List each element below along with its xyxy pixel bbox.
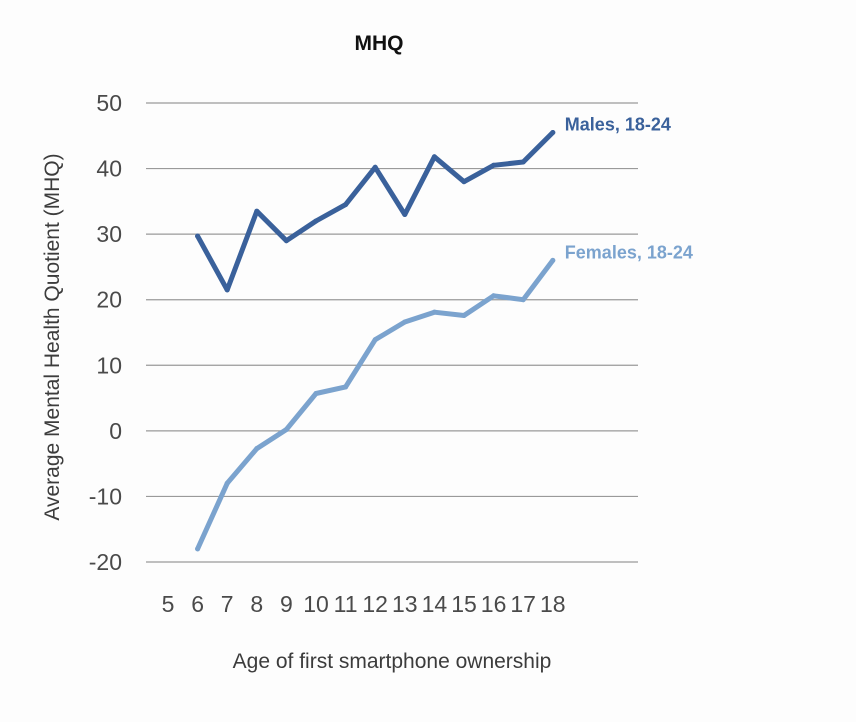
series-label-1: Females, 18-24	[565, 242, 693, 262]
x-tick-label: 12	[362, 591, 388, 617]
series-line-1	[195, 257, 556, 552]
x-tick-label: 16	[481, 591, 507, 617]
series-labels: Males, 18-24 Females, 18-24	[565, 115, 693, 263]
y-tick-label: -10	[89, 483, 122, 509]
series-line-0	[195, 130, 556, 293]
x-axis-label: Age of first smartphone ownership	[233, 650, 552, 673]
data-point	[283, 238, 289, 244]
x-axis-ticks: 5 6 7 8 9 10 11 12 13 14 15 16 17 18	[162, 591, 566, 617]
data-point	[461, 179, 467, 185]
data-point	[224, 287, 230, 293]
y-tick-label: -20	[89, 549, 122, 575]
data-point	[254, 208, 260, 214]
x-tick-label: 17	[510, 591, 536, 617]
data-point	[313, 218, 319, 224]
data-point	[402, 319, 408, 325]
x-tick-label: 6	[191, 591, 204, 617]
data-point	[550, 130, 556, 136]
x-tick-label: 5	[162, 591, 175, 617]
y-tick-label: 10	[96, 352, 122, 378]
data-point	[431, 309, 437, 315]
data-point	[224, 480, 230, 486]
series-label-0: Males, 18-24	[565, 115, 671, 135]
data-point	[491, 293, 497, 299]
data-point	[520, 159, 526, 165]
data-point	[283, 427, 289, 433]
x-tick-label: 7	[221, 591, 234, 617]
x-tick-label: 8	[250, 591, 263, 617]
data-point	[550, 257, 556, 263]
chart-title: MHQ	[355, 32, 404, 55]
data-point	[461, 312, 467, 318]
y-tick-label: 50	[96, 90, 122, 116]
x-tick-label: 11	[334, 591, 358, 617]
x-tick-label: 13	[392, 591, 418, 617]
x-tick-label: 14	[422, 591, 448, 617]
data-point	[491, 162, 497, 168]
data-point	[343, 202, 349, 208]
data-point	[520, 297, 526, 303]
y-tick-label: 20	[96, 287, 122, 313]
data-point	[402, 211, 408, 217]
data-point	[254, 446, 260, 452]
y-tick-label: 30	[96, 221, 122, 247]
x-tick-label: 10	[303, 591, 329, 617]
data-point	[372, 337, 378, 343]
x-tick-label: 15	[451, 591, 477, 617]
gridlines	[146, 102, 638, 563]
data-point	[431, 154, 437, 160]
x-tick-label: 9	[280, 591, 293, 617]
x-tick-label: 18	[540, 591, 566, 617]
data-point	[372, 164, 378, 170]
y-axis-label: Average Mental Health Quotient (MHQ)	[41, 153, 64, 520]
data-point	[195, 233, 201, 239]
y-tick-label: 40	[96, 156, 122, 182]
data-point	[313, 390, 319, 396]
series-lines	[195, 130, 556, 552]
y-axis-ticks: -20 -10 0 10 20 30 40 50	[89, 90, 122, 575]
data-point	[343, 384, 349, 390]
data-point	[195, 546, 201, 552]
y-tick-label: 0	[109, 418, 122, 444]
